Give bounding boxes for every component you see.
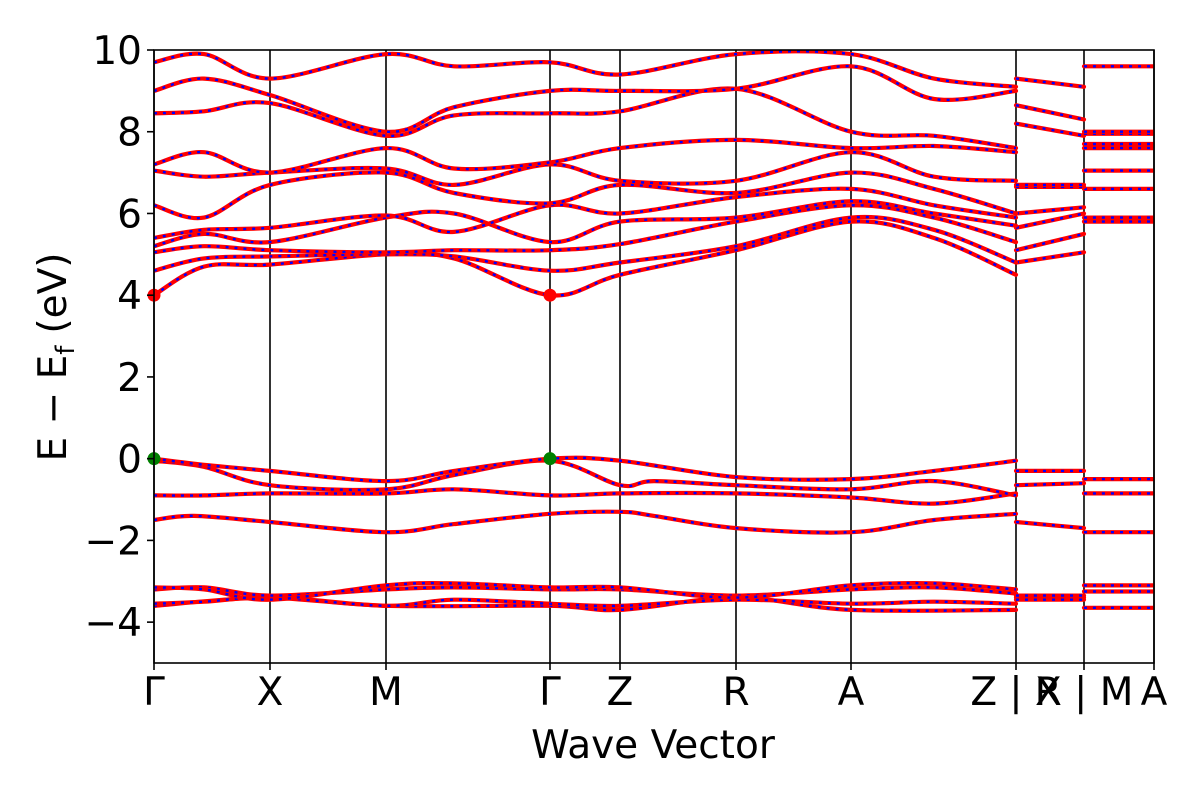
- y-tick-label: 0: [117, 438, 142, 483]
- band-line-spin-down: [154, 456, 1017, 483]
- y-tick-label: −2: [85, 519, 143, 564]
- y-tick-label: −4: [85, 601, 143, 646]
- y-tick-label: 10: [92, 29, 142, 74]
- band-line-spin-down: [1015, 520, 1085, 530]
- x-tick-label: Z | X: [970, 670, 1061, 715]
- band-line-spin-down: [154, 488, 1017, 505]
- plot-frame: [153, 49, 1155, 664]
- band-line-spin-up: [154, 580, 1019, 602]
- x-tick-label: R: [722, 670, 749, 715]
- x-tick-label: Γ: [143, 670, 165, 715]
- y-tick-label: 6: [117, 192, 142, 237]
- y-tick-label: 2: [117, 356, 142, 401]
- x-tick-label: Γ: [539, 670, 561, 715]
- band-line-spin-down: [1015, 206, 1085, 215]
- x-tick-label: M: [369, 670, 403, 715]
- band-line-spin-down: [1015, 232, 1085, 252]
- band-line-spin-down: [1015, 122, 1085, 137]
- band-line-spin-down: [154, 596, 1017, 608]
- band-line-spin-up: [154, 186, 1019, 241]
- y-axis-label: E − Ef (eV): [31, 252, 81, 461]
- y-axis-label-main: E − E: [31, 355, 76, 462]
- band-edge-marker: [543, 288, 557, 302]
- band-line-spin-down: [154, 215, 1017, 273]
- x-tick-label: X: [257, 670, 284, 715]
- band-line-spin-down: [154, 596, 1017, 612]
- x-tick-label: R | M: [1035, 670, 1134, 715]
- band-line-spin-up: [154, 86, 1019, 151]
- band-line-spin-down: [154, 204, 1017, 254]
- band-lines: [154, 50, 1154, 613]
- band-line-spin-down: [154, 50, 1017, 88]
- band-line-spin-up: [154, 203, 1019, 255]
- band-line-spin-down: [1015, 104, 1085, 121]
- y-tick-label: 8: [117, 111, 142, 156]
- band-edge-markers: [147, 288, 557, 466]
- x-axis-label: Wave Vector: [531, 723, 776, 768]
- band-line-spin-down: [1015, 77, 1085, 88]
- band-line-spin-up: [154, 509, 1019, 535]
- band-line-spin-down: [154, 65, 1017, 133]
- y-axis-ticks: −4 −2 0 2 4 6 8 10: [85, 29, 154, 646]
- band-line-spin-down: [1015, 251, 1085, 264]
- x-tick-label: A: [838, 670, 865, 715]
- band-edge-marker: [543, 452, 557, 466]
- y-axis-label-unit: (eV): [31, 252, 76, 333]
- band-line-spin-down: [154, 171, 1017, 220]
- band-line-spin-up: [154, 487, 1019, 506]
- band-line-spin-down: [154, 138, 1017, 174]
- y-tick-label: 4: [117, 274, 142, 319]
- kpoint-divider-lines: [153, 50, 1155, 663]
- band-line-spin-down: [154, 199, 1017, 248]
- band-line-spin-down: [154, 581, 1017, 601]
- band-line-spin-down: [1015, 482, 1085, 487]
- x-tick-label: A: [1141, 670, 1168, 715]
- x-tick-label: Z: [607, 670, 634, 715]
- band-line-spin-down: [1015, 212, 1085, 229]
- band-line-spin-down: [154, 459, 1017, 497]
- y-axis-label-subscript: f: [51, 345, 81, 355]
